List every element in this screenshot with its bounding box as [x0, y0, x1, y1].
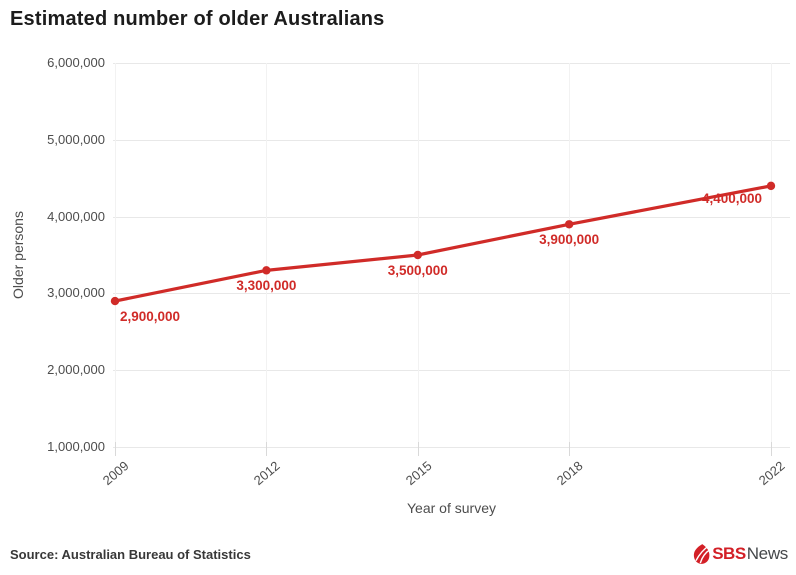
y-tick-label: 2,000,000 — [47, 362, 105, 378]
y-gridline — [113, 447, 790, 448]
data-point — [564, 220, 574, 229]
data-point — [262, 266, 271, 275]
x-tick-label: 2022 — [755, 458, 788, 489]
y-gridline — [113, 63, 790, 64]
x-gridline — [266, 63, 268, 447]
data-point-label: 2,900,000 — [120, 309, 181, 325]
x-gridline — [115, 63, 116, 447]
trend-line — [113, 184, 773, 303]
logo-sbs-text: SBS — [712, 544, 746, 563]
data-point-label: 3,300,000 — [236, 278, 297, 294]
x-tick-label: 2012 — [251, 458, 284, 489]
data-point-label: 3,500,000 — [387, 263, 448, 278]
data-point — [766, 181, 776, 191]
x-tick-mark — [266, 442, 268, 456]
y-tick-label: 4,000,000 — [47, 208, 105, 224]
sbs-news-logo: SBS News — [692, 541, 788, 567]
x-gridline — [569, 63, 571, 447]
y-gridline — [113, 370, 790, 372]
x-axis-title: Year of survey — [407, 500, 496, 516]
x-tick-mark — [417, 442, 419, 456]
y-tick-label: 3,000,000 — [47, 285, 105, 301]
y-tick-label: 5,000,000 — [47, 131, 105, 147]
source-note: Source: Australian Bureau of Statistics — [10, 547, 251, 562]
y-gridline — [113, 293, 790, 295]
y-gridline — [113, 216, 790, 218]
x-tick-mark — [569, 442, 571, 456]
x-tick-mark — [115, 442, 116, 456]
x-tick-mark — [771, 442, 772, 456]
footer: Source: Australian Bureau of Statistics … — [0, 541, 796, 567]
data-point-label: 4,400,000 — [701, 190, 762, 206]
logo-news-text: News — [746, 544, 789, 563]
series-older-persons — [110, 181, 776, 306]
data-point — [413, 250, 422, 260]
page-title: Estimated number of older Australians — [10, 8, 385, 30]
x-tick-label: 2015 — [402, 458, 435, 489]
y-tick-label: 6,000,000 — [47, 55, 105, 70]
data-point — [110, 296, 120, 306]
sbs-logo-icon — [694, 544, 712, 564]
y-tick-label: 1,000,000 — [47, 439, 105, 454]
x-gridline — [771, 63, 772, 447]
x-tick-label: 2009 — [99, 458, 132, 489]
y-gridline — [113, 139, 790, 141]
data-point-label: 3,900,000 — [539, 232, 600, 248]
x-tick-label: 2018 — [553, 458, 586, 489]
